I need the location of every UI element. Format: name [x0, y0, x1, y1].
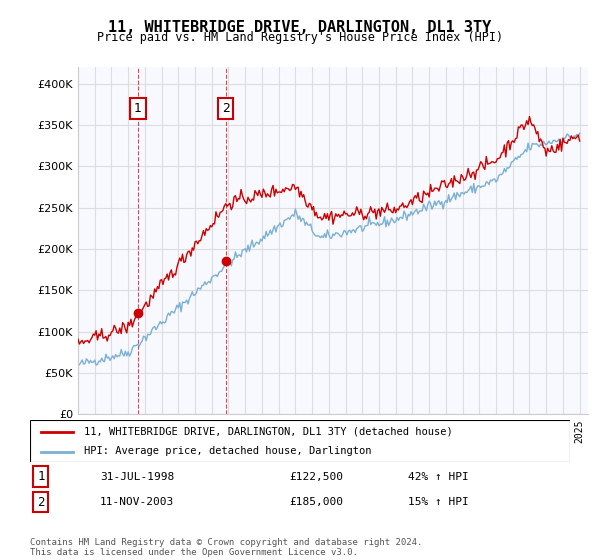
- Text: HPI: Average price, detached house, Darlington: HPI: Average price, detached house, Darl…: [84, 446, 371, 456]
- Text: 42% ↑ HPI: 42% ↑ HPI: [408, 472, 469, 482]
- Text: 1: 1: [37, 470, 44, 483]
- Text: 31-JUL-1998: 31-JUL-1998: [100, 472, 175, 482]
- Text: 11, WHITEBRIDGE DRIVE, DARLINGTON, DL1 3TY: 11, WHITEBRIDGE DRIVE, DARLINGTON, DL1 3…: [109, 20, 491, 35]
- Text: Contains HM Land Registry data © Crown copyright and database right 2024.
This d: Contains HM Land Registry data © Crown c…: [30, 538, 422, 557]
- Text: £122,500: £122,500: [289, 472, 343, 482]
- FancyBboxPatch shape: [30, 420, 570, 462]
- Text: 1: 1: [134, 102, 142, 115]
- Text: 2: 2: [222, 102, 230, 115]
- Text: 2: 2: [37, 496, 44, 508]
- Text: 11-NOV-2003: 11-NOV-2003: [100, 497, 175, 507]
- Text: £185,000: £185,000: [289, 497, 343, 507]
- Text: Price paid vs. HM Land Registry's House Price Index (HPI): Price paid vs. HM Land Registry's House …: [97, 31, 503, 44]
- Text: 11, WHITEBRIDGE DRIVE, DARLINGTON, DL1 3TY (detached house): 11, WHITEBRIDGE DRIVE, DARLINGTON, DL1 3…: [84, 427, 453, 437]
- Text: 15% ↑ HPI: 15% ↑ HPI: [408, 497, 469, 507]
